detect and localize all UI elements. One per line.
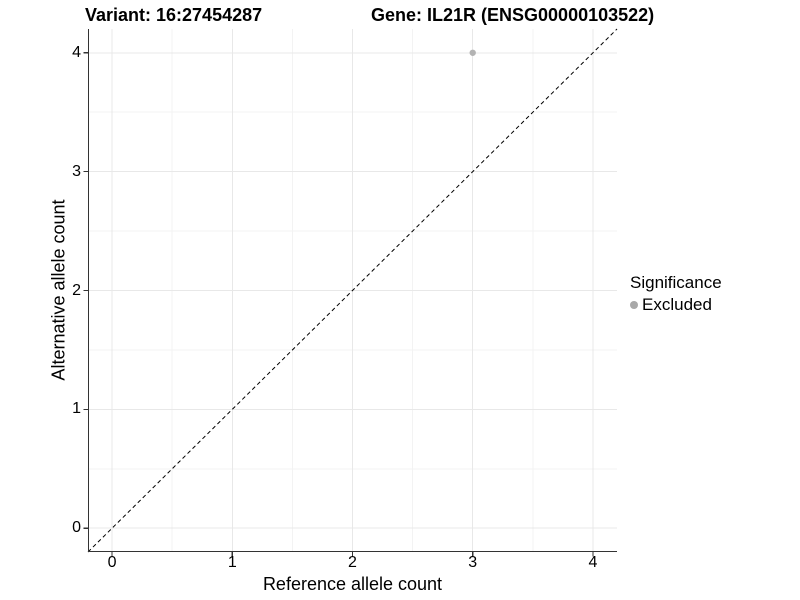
x-tick-label: 0 [107, 554, 117, 571]
x-tick-label: 1 [227, 554, 237, 571]
plot-title-gene: Gene: IL21R (ENSG00000103522) [371, 5, 655, 25]
plot-panel [83, 28, 618, 557]
identity-line [87, 28, 618, 553]
plot-panel-svg [83, 28, 618, 557]
plot-title-variant: Variant: 16:27454287 [85, 5, 263, 25]
legend-key-dot-icon [630, 301, 638, 309]
x-tick-label: 3 [468, 554, 478, 571]
y-tick-label: 0 [72, 519, 81, 537]
y-tick-label: 1 [72, 400, 81, 418]
y-tick-label: 2 [72, 281, 81, 299]
legend-entry-label: Excluded [642, 295, 712, 314]
x-tick-label: 4 [588, 554, 598, 571]
x-tick-label: 2 [348, 554, 357, 571]
legend-entry-excluded: Excluded [630, 295, 722, 315]
legend-title: Significance [630, 273, 722, 292]
y-tick-label: 4 [72, 43, 81, 61]
y-tick-label: 3 [72, 162, 81, 180]
legend: Significance Excluded [630, 273, 722, 315]
x-axis-title: Reference allele count [262, 574, 443, 594]
data-point [469, 49, 476, 56]
